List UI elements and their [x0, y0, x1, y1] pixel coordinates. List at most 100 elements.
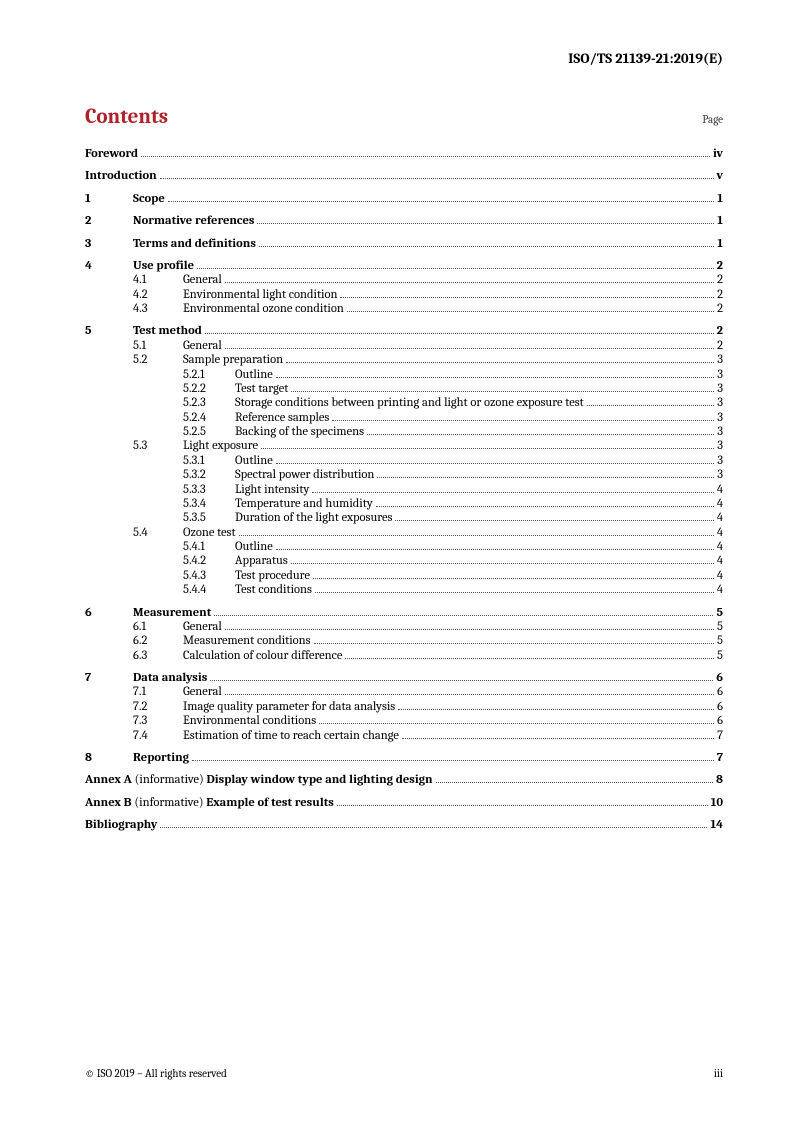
- toc-entry[interactable]: 8Reporting7: [85, 751, 723, 765]
- toc-entry-title: Introduction: [85, 169, 157, 183]
- toc-entry-title: Measurement: [133, 606, 211, 620]
- toc-entry[interactable]: 5.3Light exposure3: [85, 439, 723, 453]
- toc-leader-dots: [377, 477, 714, 478]
- toc-entry[interactable]: 4Use profile2: [85, 259, 723, 273]
- toc-leader-dots: [168, 201, 715, 202]
- toc-entry[interactable]: 7.1General6: [85, 685, 723, 699]
- toc-entry[interactable]: Annex B (informative) Example of test re…: [85, 796, 723, 810]
- document-header: ISO/TS 21139-21:2019(E): [85, 50, 723, 67]
- toc-entry[interactable]: 1Scope1: [85, 192, 723, 206]
- toc-leader-dots: [276, 377, 715, 378]
- toc-entry-page: 5: [717, 649, 723, 663]
- toc-block: Bibliography14: [85, 818, 723, 832]
- toc-leader-dots: [257, 223, 714, 224]
- toc-entry-page: 4: [717, 497, 723, 511]
- toc-entry-title: Ozone test: [183, 526, 236, 540]
- toc-subsubsection-number: 5.3.4: [183, 497, 235, 511]
- toc-entry-title: Reporting: [133, 751, 189, 765]
- toc-block: 7Data analysis67.1General67.2Image quali…: [85, 671, 723, 743]
- toc-entry-title: Apparatus: [235, 554, 288, 568]
- toc-entry[interactable]: 5Test method2: [85, 324, 723, 338]
- toc-entry-page: 2: [717, 259, 723, 273]
- toc-entry-page: 2: [717, 288, 723, 302]
- toc-subsubsection-number: 5.4.1: [183, 540, 235, 554]
- toc-leader-dots: [160, 178, 714, 179]
- toc-subsection-number: 7.3: [133, 714, 183, 728]
- toc-entry-page: iv: [713, 147, 723, 161]
- toc-entry[interactable]: 6.2Measurement conditions5: [85, 634, 723, 648]
- toc-entry[interactable]: 3Terms and definitions1: [85, 237, 723, 251]
- toc-entry[interactable]: 5.4.4Test conditions4: [85, 583, 723, 597]
- toc-entry[interactable]: 5.1General2: [85, 339, 723, 353]
- toc-subsection-number: 4.1: [133, 273, 183, 287]
- toc-entry-title: Scope: [133, 192, 165, 206]
- toc-entry[interactable]: 5.3.2Spectral power distribution3: [85, 468, 723, 482]
- toc-entry-title: Light intensity: [235, 483, 309, 497]
- toc-entry[interactable]: 5.3.5Duration of the light exposures4: [85, 511, 723, 525]
- toc-entry-page: 1: [717, 192, 723, 206]
- toc-entry-page: 2: [717, 273, 723, 287]
- toc-entry-title: Storage conditions between printing and …: [235, 396, 584, 410]
- toc-entry[interactable]: 5.2.5Backing of the specimens3: [85, 425, 723, 439]
- toc-entry-page: 3: [717, 368, 723, 382]
- toc-entry[interactable]: Annex A (informative) Display window typ…: [85, 773, 723, 787]
- toc-entry[interactable]: 7Data analysis6: [85, 671, 723, 685]
- toc-entry[interactable]: 5.4.1Outline4: [85, 540, 723, 554]
- toc-entry[interactable]: 5.2.2Test target3: [85, 382, 723, 396]
- toc-subsubsection-number: 5.4.4: [183, 583, 235, 597]
- toc-subsubsection-number: 5.2.1: [183, 368, 235, 382]
- toc-leader-dots: [402, 738, 714, 739]
- toc-subsection-number: 5.4: [133, 526, 183, 540]
- toc-entry[interactable]: 5.3.4Temperature and humidity4: [85, 497, 723, 511]
- toc-entry[interactable]: 5.4.2Apparatus4: [85, 554, 723, 568]
- toc-entry-page: 3: [717, 468, 723, 482]
- toc-entry[interactable]: Forewordiv: [85, 147, 723, 161]
- toc-leader-dots: [345, 658, 714, 659]
- toc-entry[interactable]: 6.1General5: [85, 620, 723, 634]
- toc-entry[interactable]: 5.2.3Storage conditions between printing…: [85, 396, 723, 410]
- toc-entry[interactable]: 5.3.1Outline3: [85, 454, 723, 468]
- toc-block: 2Normative references1: [85, 214, 723, 228]
- toc-block: 3Terms and definitions1: [85, 237, 723, 251]
- toc-leader-dots: [314, 643, 714, 644]
- toc-leader-dots: [291, 563, 714, 564]
- toc-entry-page: 6: [716, 671, 723, 685]
- toc-subsubsection-number: 5.3.2: [183, 468, 235, 482]
- toc-entry[interactable]: 7.4Estimation of time to reach certain c…: [85, 729, 723, 743]
- toc-block: 5Test method25.1General25.2Sample prepar…: [85, 324, 723, 597]
- toc-entry-title: Duration of the light exposures: [235, 511, 392, 525]
- toc-block: Introductionv: [85, 169, 723, 183]
- toc-entry-title: Environmental ozone condition: [183, 302, 344, 316]
- toc-entry[interactable]: 5.2.4Reference samples3: [85, 411, 723, 425]
- toc-subsection-number: 7.1: [133, 685, 183, 699]
- toc-entry[interactable]: 7.3Environmental conditions6: [85, 714, 723, 728]
- toc-entry[interactable]: 4.3Environmental ozone condition2: [85, 302, 723, 316]
- toc-entry[interactable]: 5.3.3Light intensity4: [85, 483, 723, 497]
- toc-entry-title: Terms and definitions: [133, 237, 256, 251]
- toc-entry-title: Test target: [235, 382, 288, 396]
- toc-entry-title: Test method: [133, 324, 202, 338]
- toc-entry[interactable]: 6.3Calculation of colour difference5: [85, 649, 723, 663]
- toc-entry[interactable]: 2Normative references1: [85, 214, 723, 228]
- toc-block: Annex A (informative) Display window typ…: [85, 773, 723, 787]
- toc-block: 8Reporting7: [85, 751, 723, 765]
- toc-subsection-number: 6.2: [133, 634, 183, 648]
- toc-subsubsection-number: 5.3.1: [183, 454, 235, 468]
- toc-entry-title: Environmental light condition: [183, 288, 337, 302]
- toc-entry[interactable]: Bibliography14: [85, 818, 723, 832]
- toc-entry[interactable]: 4.1General2: [85, 273, 723, 287]
- toc-entry[interactable]: 5.4Ozone test4: [85, 526, 723, 540]
- toc-entry-title: Reference samples: [235, 411, 329, 425]
- toc-entry[interactable]: 4.2Environmental light condition2: [85, 288, 723, 302]
- toc-entry[interactable]: 5.2Sample preparation3: [85, 353, 723, 367]
- toc-entry[interactable]: 7.2Image quality parameter for data anal…: [85, 700, 723, 714]
- toc-subsubsection-number: 5.4.3: [183, 569, 235, 583]
- footer-page-number: iii: [714, 1067, 723, 1080]
- toc-entry[interactable]: 5.4.3Test procedure4: [85, 569, 723, 583]
- toc-entry-title: Normative references: [133, 214, 254, 228]
- toc-leader-dots: [319, 723, 714, 724]
- toc-entry[interactable]: Introductionv: [85, 169, 723, 183]
- toc-leader-dots: [225, 348, 714, 349]
- toc-entry[interactable]: 5.2.1Outline3: [85, 368, 723, 382]
- toc-entry[interactable]: 6Measurement5: [85, 606, 723, 620]
